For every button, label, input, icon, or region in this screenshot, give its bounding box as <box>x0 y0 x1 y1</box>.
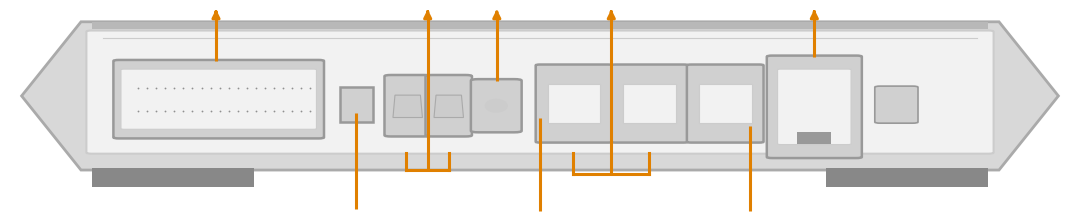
Ellipse shape <box>485 99 508 113</box>
Polygon shape <box>434 95 463 118</box>
Polygon shape <box>22 22 1058 170</box>
FancyBboxPatch shape <box>471 79 522 132</box>
Bar <box>623 84 676 123</box>
FancyBboxPatch shape <box>611 65 688 143</box>
FancyBboxPatch shape <box>121 69 316 129</box>
FancyBboxPatch shape <box>767 56 862 158</box>
Bar <box>92 168 254 187</box>
Polygon shape <box>393 95 422 118</box>
FancyBboxPatch shape <box>426 75 472 136</box>
FancyBboxPatch shape <box>778 69 851 145</box>
Bar <box>340 87 373 122</box>
FancyBboxPatch shape <box>86 31 994 154</box>
Bar <box>92 22 988 29</box>
FancyBboxPatch shape <box>113 60 324 138</box>
FancyBboxPatch shape <box>687 65 764 143</box>
Bar <box>797 132 832 144</box>
Bar <box>548 84 600 123</box>
FancyBboxPatch shape <box>875 86 918 123</box>
FancyBboxPatch shape <box>384 75 431 136</box>
FancyBboxPatch shape <box>536 65 612 143</box>
Bar <box>826 168 988 187</box>
Bar <box>699 84 752 123</box>
